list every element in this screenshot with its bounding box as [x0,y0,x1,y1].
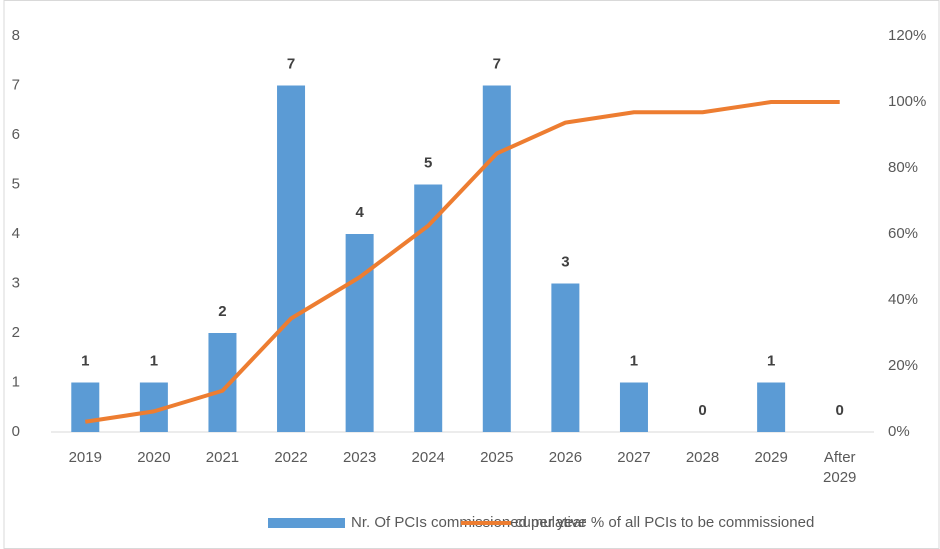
y2-tick-label: 40% [888,291,918,308]
line [84,100,840,424]
y2-tick-label: 120% [888,27,926,44]
x-tick-label: 2020 [137,449,171,466]
y2-tick-label: 80% [888,159,918,176]
y-tick-label: 8 [12,27,20,44]
bar [482,85,511,432]
value-label: 1 [150,352,158,369]
value-label: 1 [630,352,638,369]
value-label: 7 [493,55,501,72]
x-tick-label: After 2029 [823,449,857,486]
y-tick-label: 1 [12,373,20,390]
y-tick-label: 5 [12,175,20,192]
bar [414,184,443,432]
y-tick-label: 7 [12,76,20,93]
bar [757,382,786,432]
value-label: 1 [81,352,89,369]
x-tick-label: 2027 [617,449,651,466]
bar [277,85,306,432]
bar [71,382,100,432]
x-tick-label: 2029 [754,449,788,466]
value-label: 5 [424,154,432,171]
x-tick-label: 2022 [274,449,308,466]
value-label: 1 [767,352,775,369]
x-tick-label: 2023 [342,449,377,466]
y-tick-label: 3 [12,274,20,291]
bar [551,283,580,432]
value-label: 7 [287,55,295,72]
value-label: 0 [698,402,706,419]
x-tick-label: 2028 [685,449,720,466]
y-tick-label: 4 [12,225,20,242]
value-label: 2 [218,303,226,320]
y2-tick-label: 100% [888,93,926,110]
x-tick-label: 2024 [411,449,445,466]
x-tick-label: 2021 [205,449,240,466]
bar [345,234,374,432]
y-tick-label: 2 [12,324,20,341]
y2-tick-label: 60% [888,225,918,242]
value-label: 0 [836,402,844,419]
y-tick-label: 0 [12,423,20,440]
y-tick-label: 6 [12,126,20,143]
value-label: 3 [561,253,569,270]
y2-tick-label: 0% [888,423,910,440]
x-tick-label: 2019 [68,449,102,466]
y2-tick-label: 20% [888,357,918,374]
bar [619,382,648,432]
legend-label: cumulative % of all PCIs to be commissio… [515,514,814,531]
value-label: 4 [355,204,364,221]
x-tick-label: 2025 [480,449,514,466]
x-tick-label: 2026 [548,449,583,466]
legend-swatch [268,518,345,528]
